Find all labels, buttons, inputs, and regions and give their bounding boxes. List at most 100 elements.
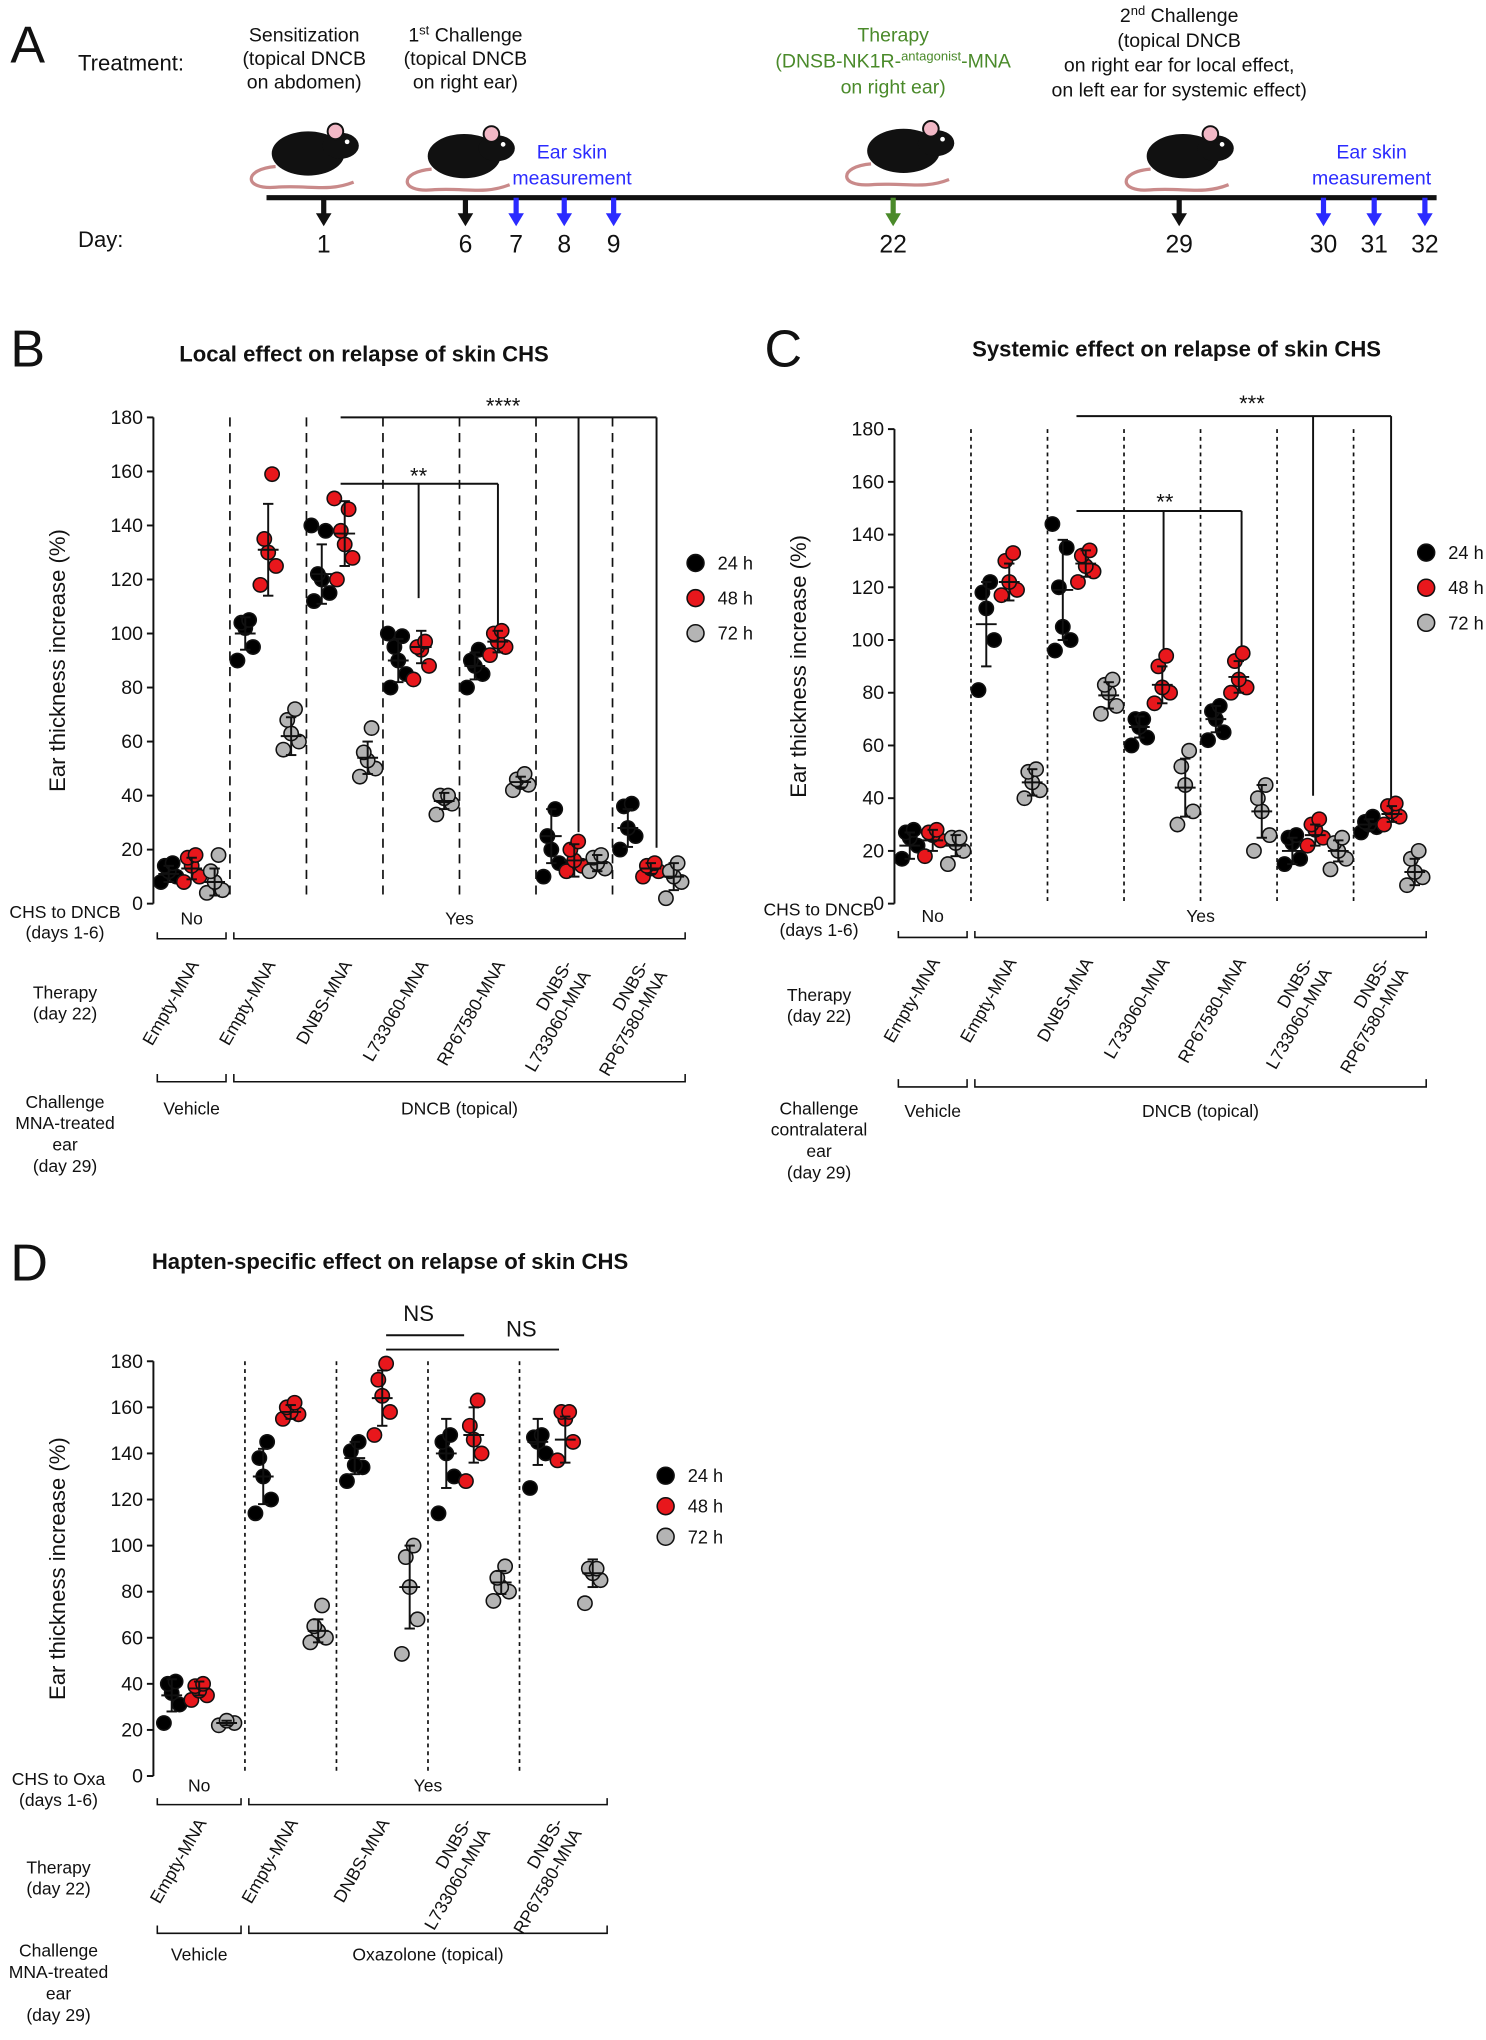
step-text: on abdomen)	[247, 71, 362, 93]
data-point	[459, 679, 475, 696]
mouse-eye	[940, 136, 945, 142]
mouse-icon	[1124, 125, 1234, 192]
data-point	[344, 549, 361, 566]
legend-label: 72 h	[718, 624, 753, 644]
chart-title: Systemic effect on relapse of skin CHS	[972, 336, 1381, 361]
data-point	[565, 1433, 582, 1450]
data-point	[210, 847, 227, 863]
step-text-part: st	[419, 22, 430, 37]
data-point	[442, 1427, 459, 1443]
data-point	[986, 632, 1003, 648]
data-point	[378, 1355, 395, 1372]
row-group-label: Vehicle	[163, 1098, 220, 1118]
mouse-ear	[1201, 125, 1220, 143]
significance-label: **	[1156, 490, 1174, 515]
day-number: 9	[607, 231, 621, 258]
data-point	[382, 679, 399, 696]
y-axis-label: Ear thickness increase (%)	[786, 535, 811, 798]
data-point	[155, 1715, 172, 1731]
chart-title: Local effect on relapse of skin CHS	[179, 342, 549, 367]
row-label: CHS to DNCB	[9, 902, 120, 922]
category-label: Empty-MNA	[215, 957, 280, 1049]
day-number: 32	[1411, 231, 1438, 258]
data-point	[1158, 647, 1175, 664]
step-text: on right ear)	[841, 77, 946, 99]
data-point	[252, 576, 269, 593]
data-point	[326, 490, 343, 507]
row-bracket	[974, 930, 1427, 939]
category-label: Empty-MNA	[879, 954, 944, 1046]
data-point	[1334, 829, 1351, 846]
row-label: (day 22)	[26, 1878, 90, 1898]
data-point	[535, 868, 552, 885]
data-point	[370, 1371, 387, 1388]
legend-marker	[686, 553, 705, 573]
y-tick-label: 20	[121, 839, 143, 861]
row-label: (day 29)	[33, 1156, 97, 1176]
data-point	[405, 671, 422, 688]
row-group-label: DNCB (topical)	[1142, 1101, 1259, 1121]
mouse-ear	[482, 125, 501, 143]
row-group-label: Vehicle	[171, 1945, 228, 1965]
data-point	[1005, 545, 1022, 561]
mouse-ear	[922, 120, 940, 138]
category-label: Empty-MNA	[956, 954, 1021, 1046]
mouse-tail	[249, 164, 355, 190]
day-label: Day:	[78, 227, 123, 252]
y-tick-label: 180	[110, 1351, 143, 1373]
data-point	[577, 1595, 593, 1612]
data-point	[339, 1473, 355, 1490]
data-point	[1181, 742, 1198, 759]
data-point	[202, 863, 219, 880]
step-text-part: (topical DNCB	[1117, 30, 1241, 52]
data-point	[1047, 642, 1063, 659]
row-bracket	[897, 1079, 968, 1088]
legend-label: 72 h	[1448, 613, 1483, 633]
data-point	[623, 795, 640, 812]
legend-label: 24 h	[718, 554, 753, 574]
legend-marker	[1416, 613, 1436, 633]
data-point	[303, 517, 320, 534]
day-arrowhead	[1417, 213, 1433, 227]
data-point	[1261, 827, 1278, 844]
data-point	[164, 855, 181, 872]
y-tick-label: 140	[110, 515, 143, 537]
data-point	[1288, 827, 1305, 844]
row-label: Challenge	[780, 1098, 859, 1118]
step-text-part: (topical DNCB	[242, 48, 366, 70]
data-point	[1234, 645, 1251, 662]
step-text-part: measurement	[512, 168, 632, 190]
data-point	[167, 1673, 184, 1690]
row-label: (days 1-6)	[26, 923, 105, 943]
row-label: (day 29)	[26, 2005, 90, 2025]
y-tick-label: 20	[121, 1719, 143, 1741]
y-axis-label: Ear thickness increase (%)	[45, 529, 70, 792]
data-point	[366, 1427, 383, 1443]
treatment-label: Treatment:	[78, 50, 184, 75]
step-text-part: Challenge	[1145, 5, 1238, 27]
y-tick-label: 40	[121, 785, 143, 807]
data-point	[382, 1404, 398, 1420]
data-point	[1104, 671, 1121, 688]
day-number: 8	[557, 231, 571, 258]
data-point	[1322, 861, 1339, 878]
y-tick-label: 120	[852, 577, 885, 599]
data-point	[314, 1597, 330, 1614]
legend-marker	[656, 1466, 675, 1485]
category-label: Empty-MNA	[237, 1815, 302, 1907]
y-tick-label: 160	[110, 461, 143, 483]
row-group-label: Yes	[1186, 906, 1215, 926]
row-bracket	[897, 930, 968, 939]
legend-marker	[686, 588, 705, 608]
row-label: Challenge	[25, 1092, 104, 1112]
data-point	[259, 1433, 276, 1450]
mouse-eye	[500, 142, 506, 147]
data-point	[430, 1505, 447, 1522]
step-text: on left ear for systemic effect)	[1051, 79, 1306, 101]
data-point	[394, 628, 411, 645]
row-label: Therapy	[787, 985, 852, 1005]
category-label: RP67580-MNA	[1174, 954, 1250, 1066]
legend-label: 24 h	[688, 1466, 723, 1486]
